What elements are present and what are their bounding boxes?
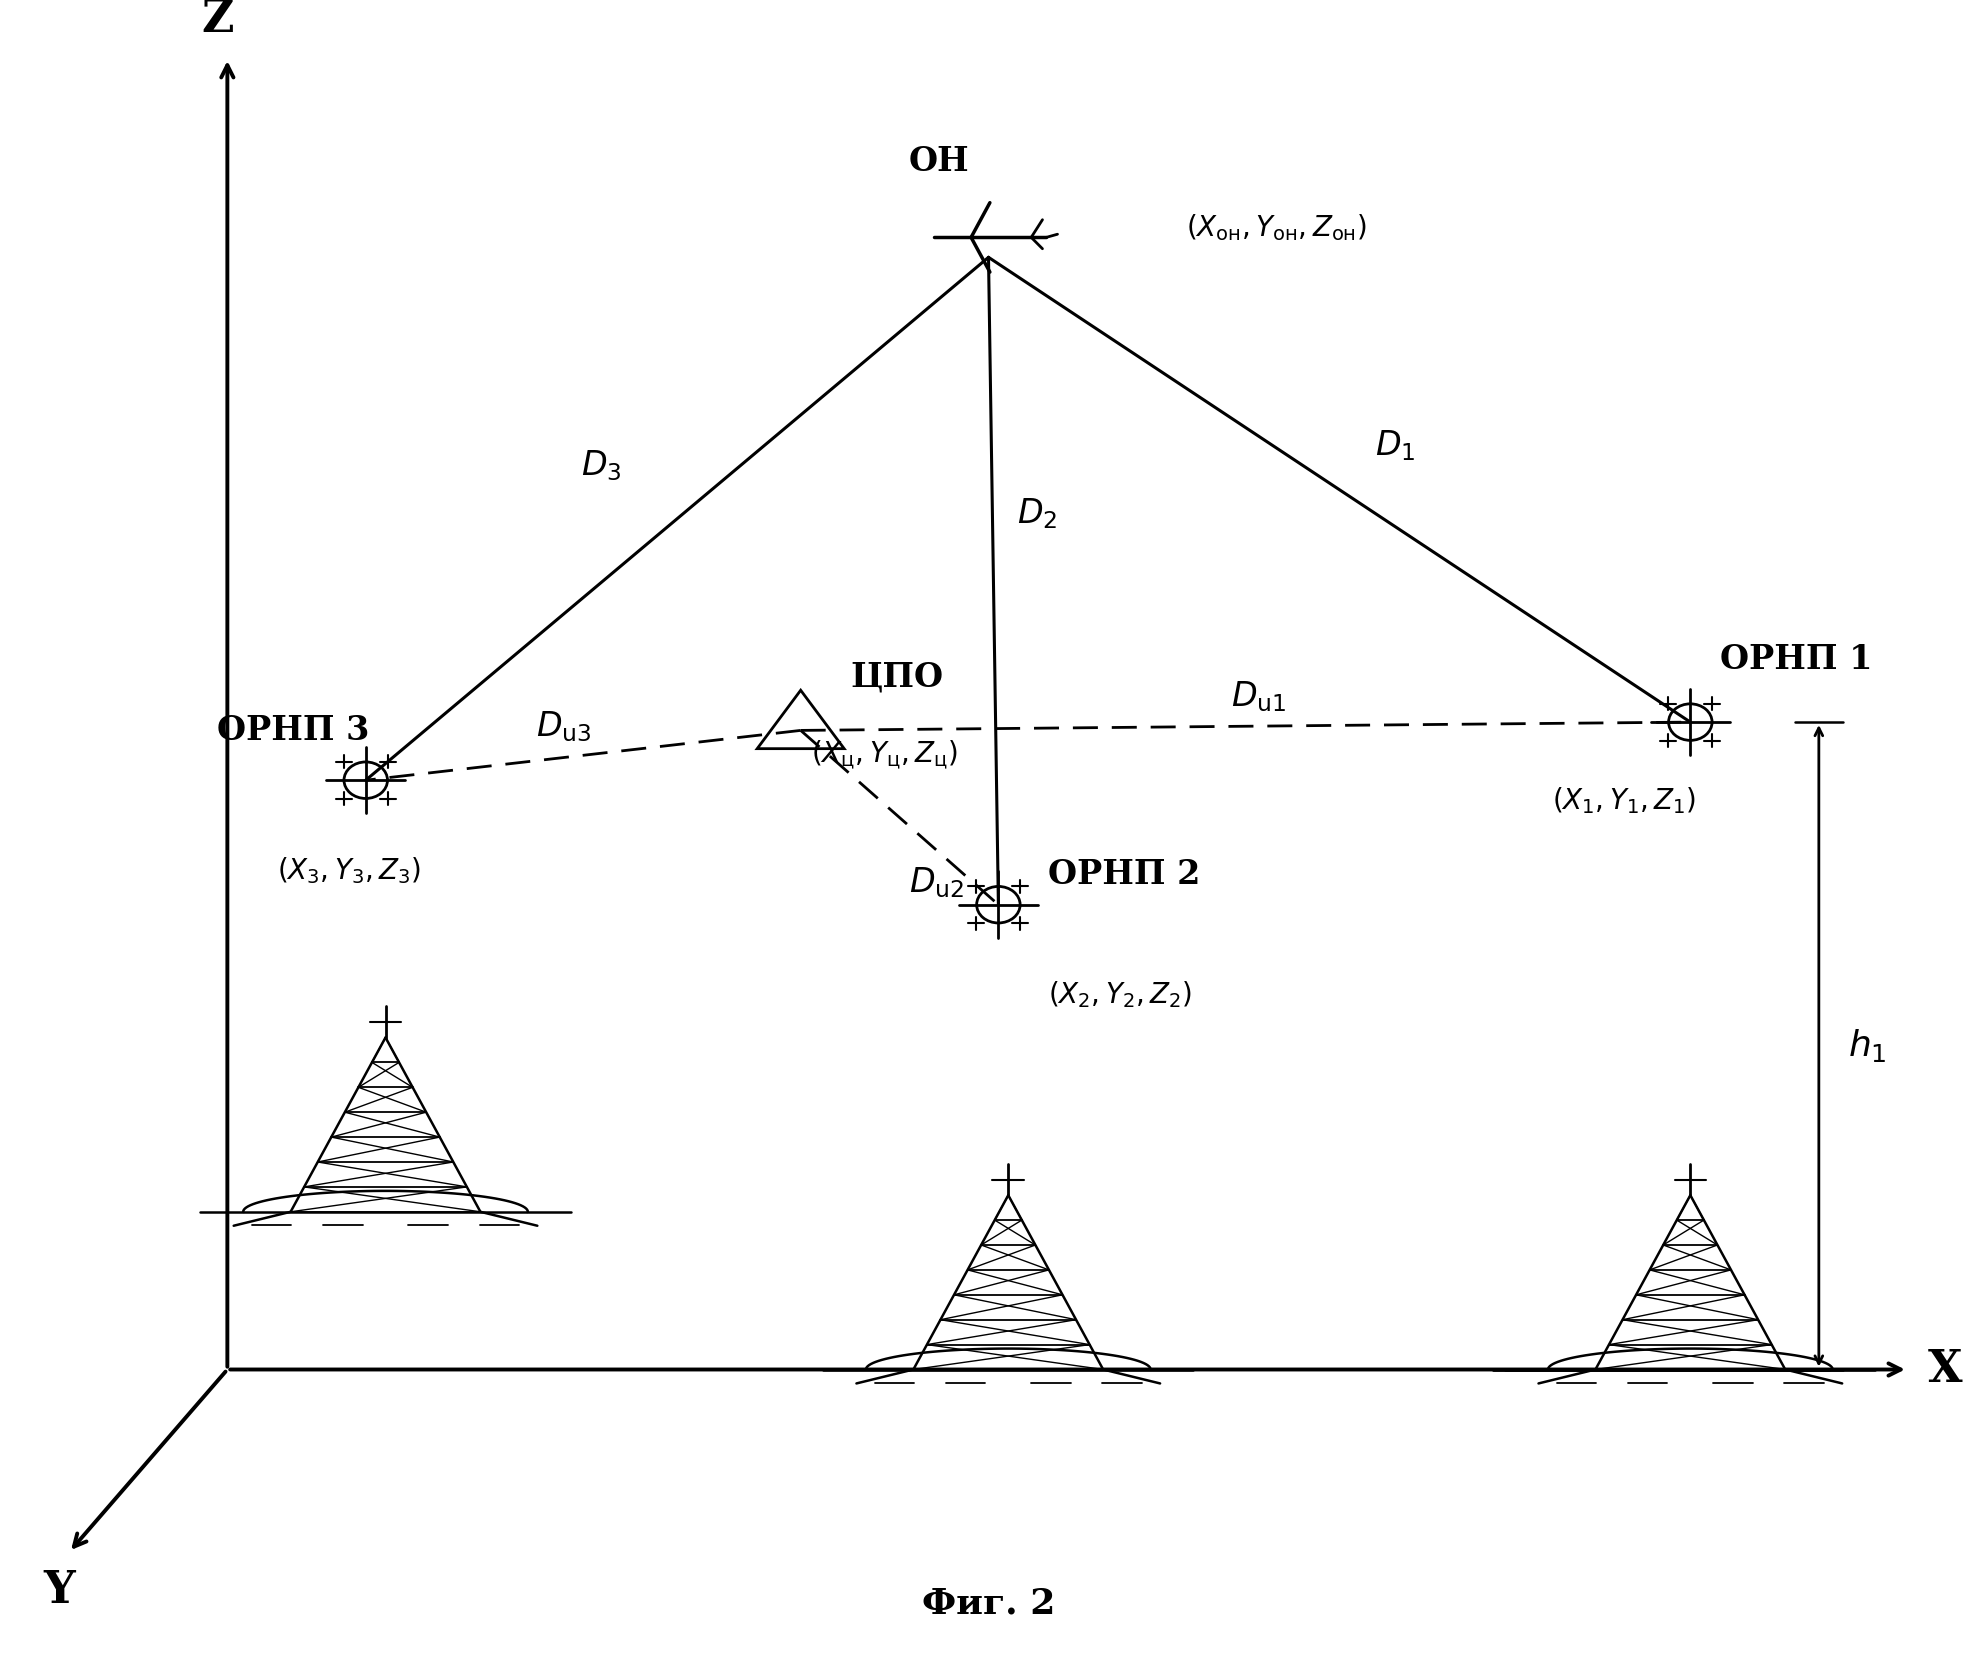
Text: $D_{\rm u1}$: $D_{\rm u1}$ (1230, 679, 1285, 714)
Text: $(X_2,Y_2,Z_2)$: $(X_2,Y_2,Z_2)$ (1048, 979, 1192, 1011)
Text: $(X_{\rm он},Y_{\rm он},Z_{\rm он})$: $(X_{\rm он},Y_{\rm он},Z_{\rm он})$ (1186, 212, 1366, 242)
Text: Z: Z (202, 0, 233, 42)
Text: $(X_1,Y_1,Z_1)$: $(X_1,Y_1,Z_1)$ (1552, 785, 1696, 817)
Text: $D_1$: $D_1$ (1374, 428, 1416, 463)
Text: $D_{\rm u3}$: $D_{\rm u3}$ (536, 709, 591, 744)
Text: X: X (1928, 1348, 1963, 1391)
Text: $D_2$: $D_2$ (1016, 496, 1058, 531)
Text: $(X_3,Y_3,Z_3)$: $(X_3,Y_3,Z_3)$ (277, 855, 421, 886)
Text: Фиг. 2: Фиг. 2 (921, 1587, 1056, 1620)
Text: ОРНП 2: ОРНП 2 (1048, 858, 1200, 891)
Text: ЦПО: ЦПО (850, 661, 943, 694)
Text: ОРНП 1: ОРНП 1 (1720, 642, 1872, 676)
Text: $D_3$: $D_3$ (581, 448, 621, 483)
Text: $(X_{\rm ц},Y_{\rm ц},Z_{\rm ц})$: $(X_{\rm ц},Y_{\rm ц},Z_{\rm ц})$ (811, 739, 957, 772)
Text: $D_{\rm u2}$: $D_{\rm u2}$ (909, 865, 965, 900)
Text: ОН: ОН (909, 144, 969, 178)
Text: $h_1$: $h_1$ (1848, 1028, 1888, 1064)
Text: Y: Y (43, 1569, 75, 1612)
Text: ОРНП 3: ОРНП 3 (217, 714, 370, 747)
